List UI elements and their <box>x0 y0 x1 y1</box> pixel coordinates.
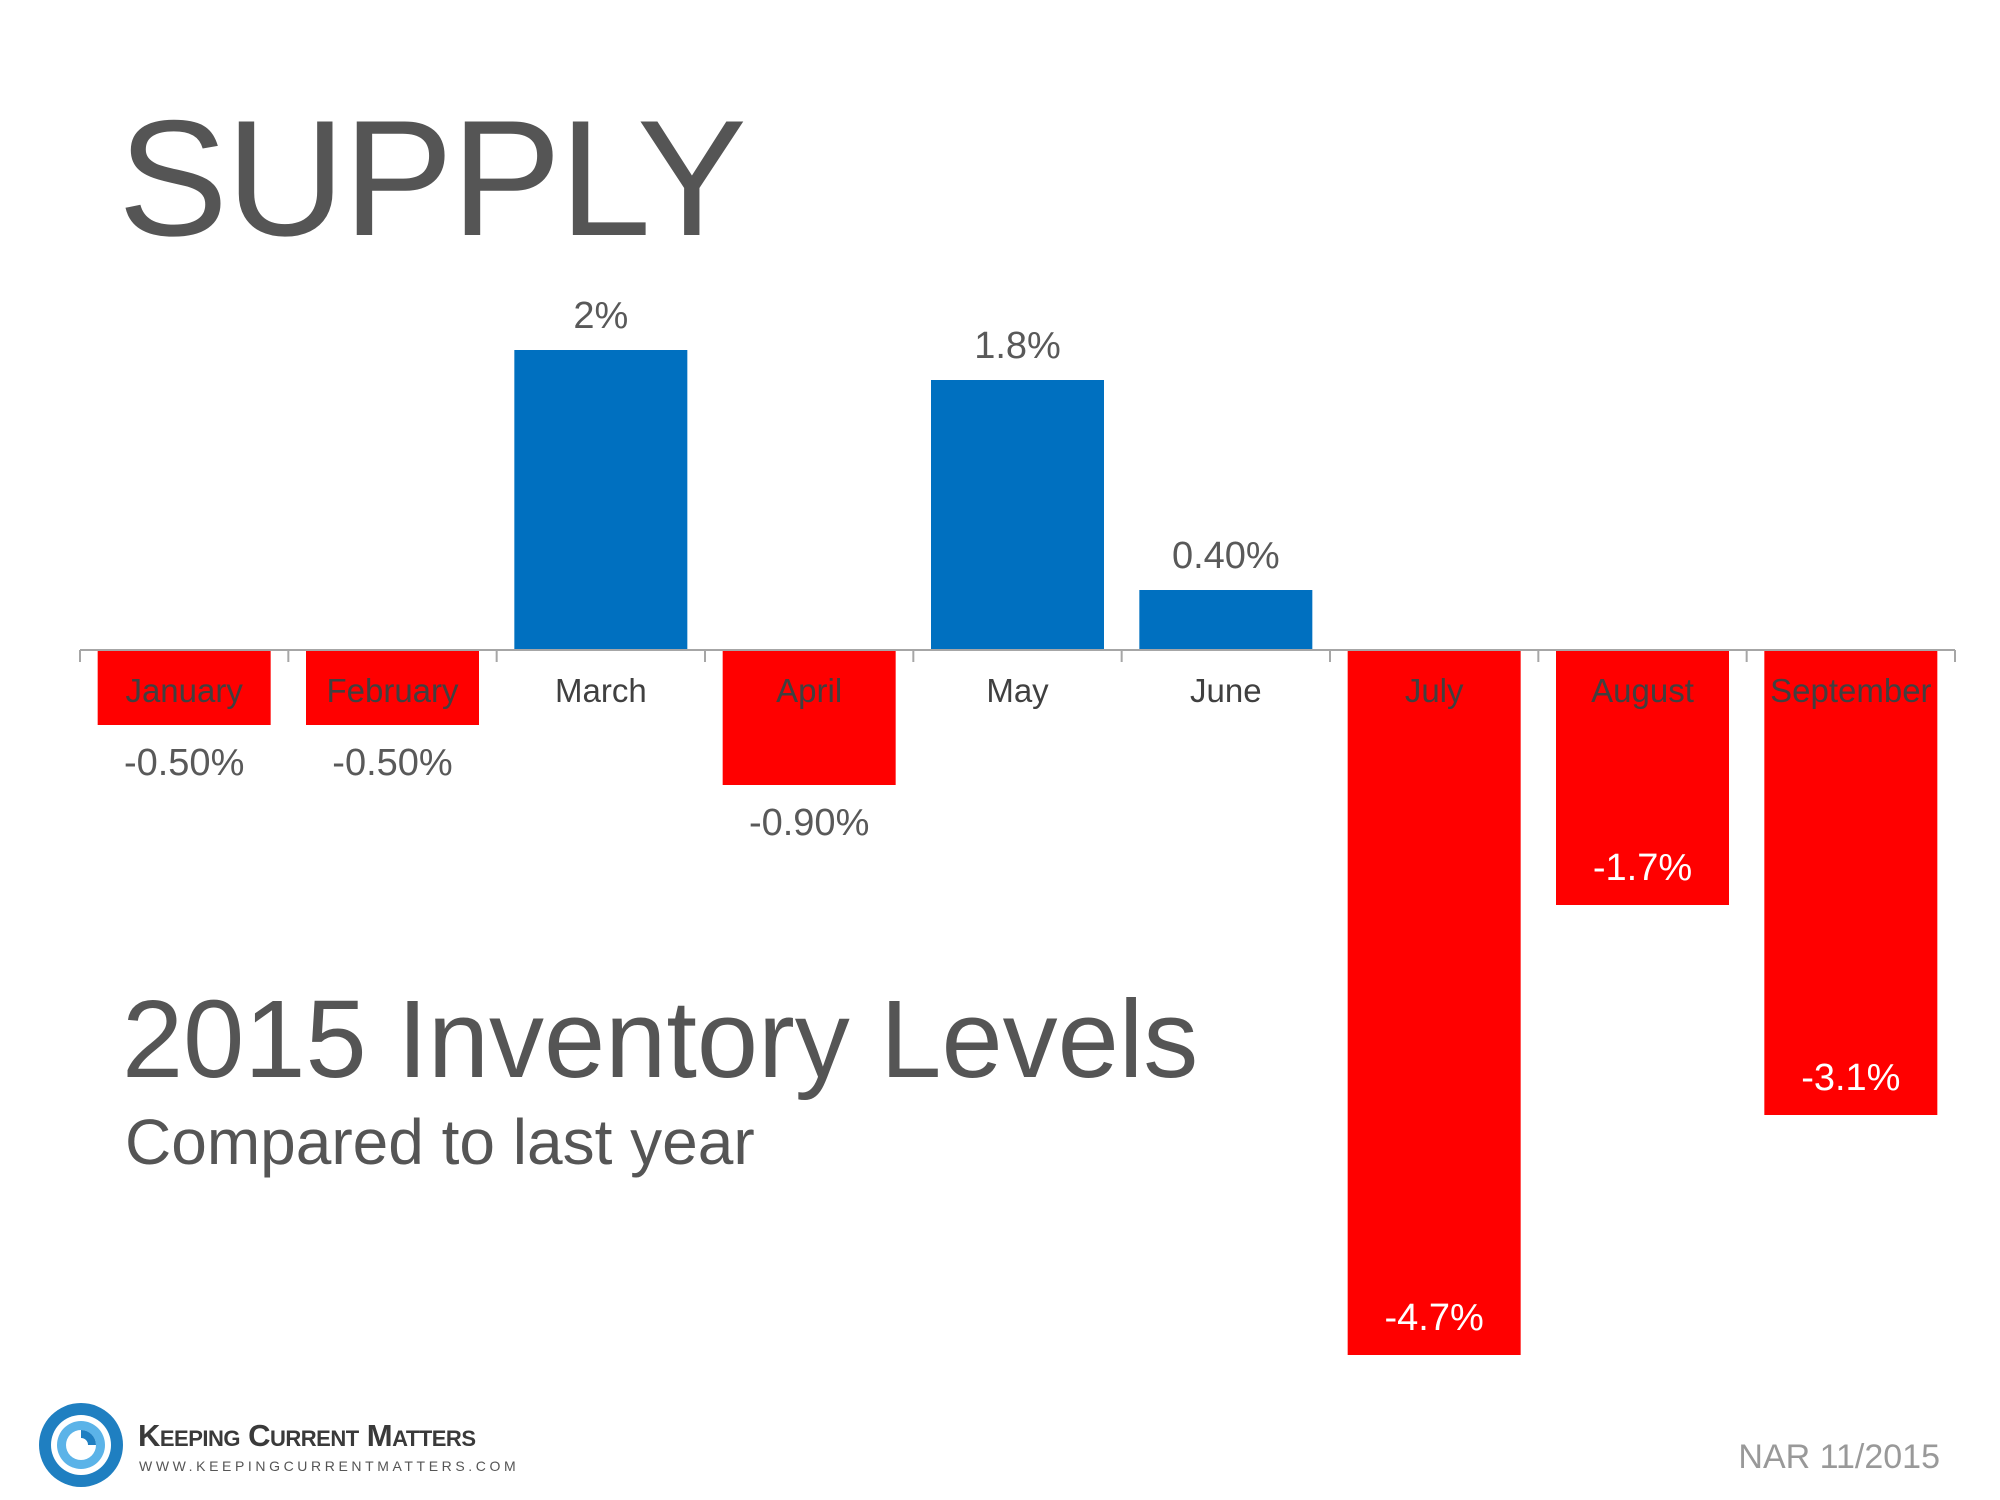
chart-subtitle: Compared to last year <box>125 1106 755 1178</box>
data-label: 0.40% <box>1172 535 1280 577</box>
category-label: January <box>125 672 243 709</box>
category-label: August <box>1591 672 1694 709</box>
source-note: NAR 11/2015 <box>1738 1438 1940 1476</box>
category-label: May <box>986 672 1049 709</box>
data-label: -0.90% <box>749 802 869 844</box>
brand-name: Keeping Current Matters <box>138 1418 476 1453</box>
data-label: -4.7% <box>1385 1297 1484 1339</box>
data-label: -0.50% <box>332 742 452 784</box>
brand-logo-icon <box>39 1403 123 1487</box>
brand-url: WWW.KEEPINGCURRENTMATTERS.COM <box>139 1458 520 1474</box>
data-label: 2% <box>573 295 628 337</box>
category-label: June <box>1190 672 1262 709</box>
bar-july <box>1347 650 1521 1355</box>
bar-february <box>306 650 479 725</box>
bar-may <box>931 380 1104 650</box>
data-label: -3.1% <box>1801 1057 1900 1099</box>
bar-august <box>1556 650 1729 905</box>
bar-april <box>722 650 896 785</box>
data-label: -0.50% <box>124 742 244 784</box>
data-label: -1.7% <box>1593 847 1692 889</box>
bar-september <box>1764 650 1938 1115</box>
bar-june <box>1139 590 1313 650</box>
category-label: April <box>776 672 842 709</box>
chart-title: 2015 Inventory Levels <box>122 978 1199 1101</box>
bar-january <box>97 650 271 725</box>
bar-march <box>514 350 688 650</box>
category-label: July <box>1405 672 1464 709</box>
page-title: SUPPLY <box>118 86 747 270</box>
data-label: 1.8% <box>974 325 1061 367</box>
category-label: September <box>1770 672 1931 709</box>
category-label: March <box>555 672 647 709</box>
category-label: February <box>326 672 459 709</box>
